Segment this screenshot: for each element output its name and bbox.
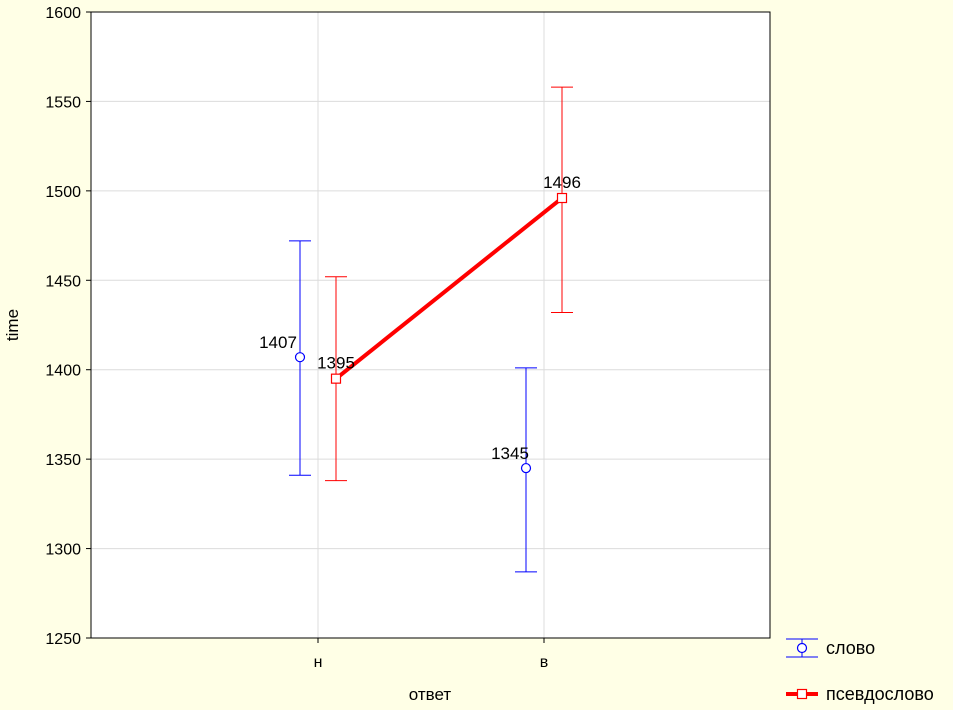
- y-axis-title: time: [3, 309, 22, 341]
- y-tick-label: 1400: [45, 363, 81, 380]
- plot-frame: [90, 11, 771, 639]
- y-tick-label: 1350: [45, 452, 81, 469]
- plot-area: [91, 12, 770, 638]
- data-point: [330, 373, 342, 384]
- data-label: 1395: [317, 354, 355, 373]
- y-tick-label: 1600: [45, 5, 81, 22]
- y-tick-label: 1300: [45, 542, 81, 559]
- x-tick-label: н: [314, 654, 323, 671]
- series-line: [334, 196, 564, 381]
- y-axis: 1250 1300 1350 1400 1450 1500 1550 1600: [45, 5, 91, 648]
- legend-item: слово: [786, 638, 875, 658]
- data-point: [520, 462, 532, 474]
- legend-item: псевдослово: [786, 684, 934, 704]
- data-label: 1345: [491, 444, 529, 463]
- y-tick-label: 1450: [45, 273, 81, 290]
- y-tick-label: 1250: [45, 631, 81, 648]
- legend-label: псевдослово: [826, 684, 934, 704]
- legend-marker: [796, 688, 808, 700]
- grid: [91, 12, 770, 638]
- data-label: 1496: [543, 173, 581, 192]
- legend-marker: [796, 642, 808, 654]
- legend-label: слово: [826, 638, 875, 658]
- x-tick-label: в: [540, 654, 549, 671]
- y-tick-label: 1500: [45, 184, 81, 201]
- data-label: 1407: [259, 333, 297, 352]
- x-axis-title: ответ: [409, 685, 452, 704]
- data-point: [294, 352, 306, 363]
- y-tick-label: 1550: [45, 94, 81, 111]
- data-point: [556, 192, 568, 204]
- legend: слово псевдослово: [786, 638, 934, 704]
- series-group: 1407 1345 1395 1496: [259, 86, 581, 573]
